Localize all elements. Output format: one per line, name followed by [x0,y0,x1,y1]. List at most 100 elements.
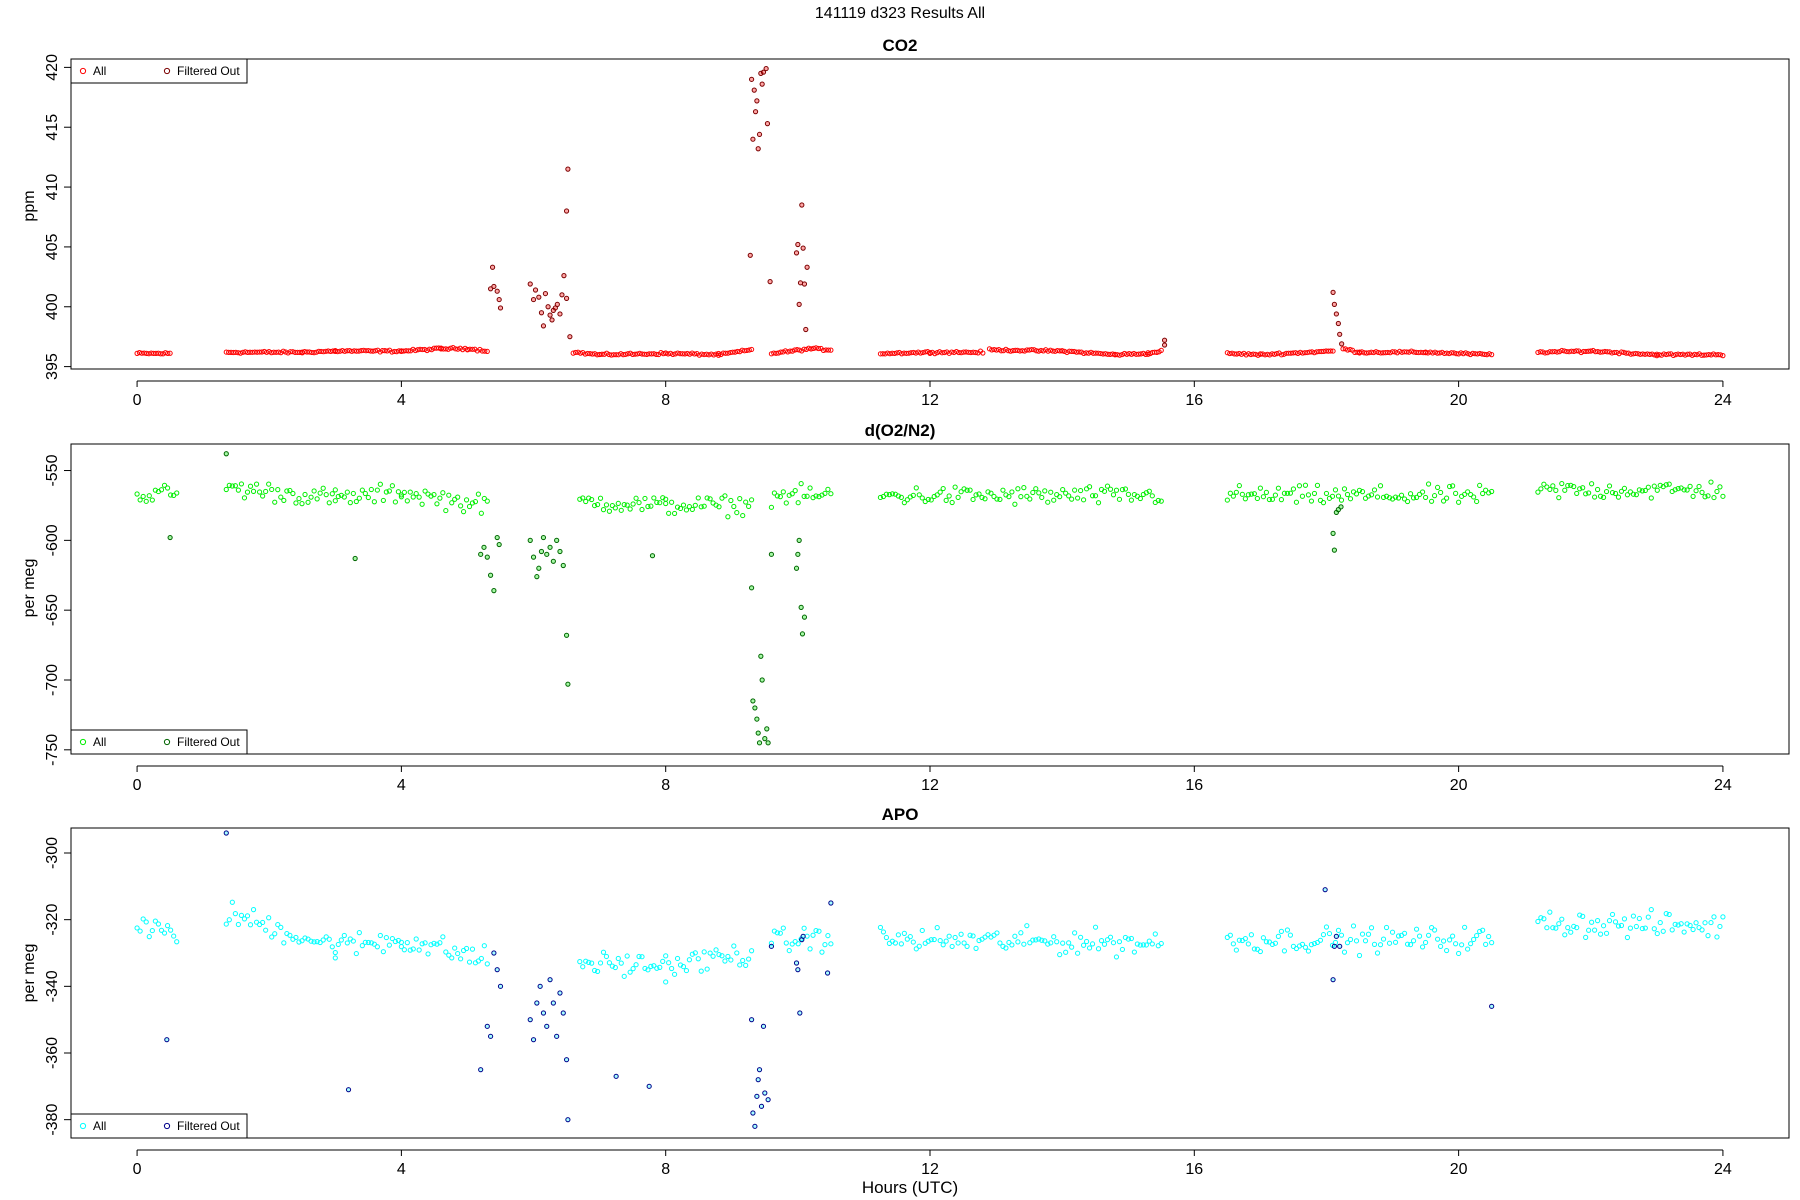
data-point [365,939,371,946]
data-point [1541,916,1547,922]
data-point [624,953,630,959]
y-axis-label: ppm [21,190,38,221]
data-point [1230,941,1236,947]
data-point [931,936,937,943]
data-point [1602,348,1608,355]
data-point [419,941,425,947]
filtered-point [795,551,801,557]
data-point [1711,914,1717,920]
data-point [1606,483,1613,489]
data-point [371,941,377,947]
data-point [1544,350,1551,356]
data-point [611,352,617,358]
data-point [383,934,389,941]
data-point [1136,351,1142,357]
data-point [1471,494,1477,500]
data-point [241,495,248,501]
filtered-point [768,551,775,557]
data-point [1556,921,1562,927]
data-point [660,958,666,964]
data-point [807,946,813,952]
data-point [1535,918,1541,925]
data-point [1320,500,1327,506]
data-point [1535,489,1541,495]
data-point [887,351,893,357]
data-point [669,499,675,505]
data-point [250,907,257,913]
data-point [1399,349,1405,355]
data-point [337,348,343,354]
data-point [1542,350,1548,356]
filtered-point [762,1090,768,1096]
data-point [1713,352,1719,358]
y-tick-label: 405 [44,233,61,260]
data-point [801,346,807,352]
filtered-point [755,730,761,736]
data-point [583,498,589,505]
data-point [1431,927,1438,933]
data-point [1714,934,1720,940]
data-point [1341,486,1348,492]
data-point [1110,351,1116,357]
filtered-point [549,317,555,323]
data-point [725,953,731,960]
data-point [1425,350,1431,356]
data-point [383,489,389,495]
filtered-point [496,541,502,548]
data-point [606,508,613,514]
filtered-point [750,1110,756,1116]
data-point [1483,487,1489,493]
data-point [1299,350,1306,356]
data-point [314,496,320,502]
data-point [1606,918,1613,924]
data-point [1143,942,1149,948]
data-point [1072,930,1078,936]
data-point [394,349,400,355]
data-point [1708,479,1714,485]
data-point [1705,933,1711,939]
data-point [794,346,800,353]
data-point [1389,349,1396,355]
data-point [1717,923,1723,930]
data-point [1073,349,1080,355]
data-point [482,348,488,354]
data-point [939,350,945,356]
data-point [1328,348,1334,354]
data-point [789,491,795,497]
data-point [1644,351,1651,357]
data-point [1113,487,1120,493]
data-point [1701,352,1707,358]
data-point [1051,934,1057,940]
data-point [1052,348,1058,354]
data-point [1097,350,1104,357]
data-point [140,493,146,500]
data-point [715,350,722,357]
chart-title: d(O2/N2) [865,421,936,440]
data-point [1245,492,1251,498]
data-point [1347,936,1354,943]
data-point [940,942,946,948]
data-point [1114,352,1120,358]
data-point [377,481,383,487]
data-point [572,349,579,356]
x-tick-label: 4 [397,392,406,409]
data-point [134,925,140,931]
data-point [1571,348,1577,354]
data-point [1437,350,1443,356]
data-point [359,943,365,949]
filtered-point [758,653,764,659]
data-point [361,347,367,353]
x-tick-label: 24 [1714,777,1732,794]
data-point [1702,494,1708,500]
data-point [806,345,812,351]
data-point [906,350,912,356]
data-point [1681,929,1687,935]
data-point [1057,494,1063,500]
legend-label-filtered: Filtered Out [177,64,240,78]
data-point [577,959,583,965]
data-point [1430,350,1436,356]
data-point [953,348,960,355]
x-tick-label: 8 [661,392,670,409]
data-point [422,940,428,946]
data-point [1663,351,1669,358]
